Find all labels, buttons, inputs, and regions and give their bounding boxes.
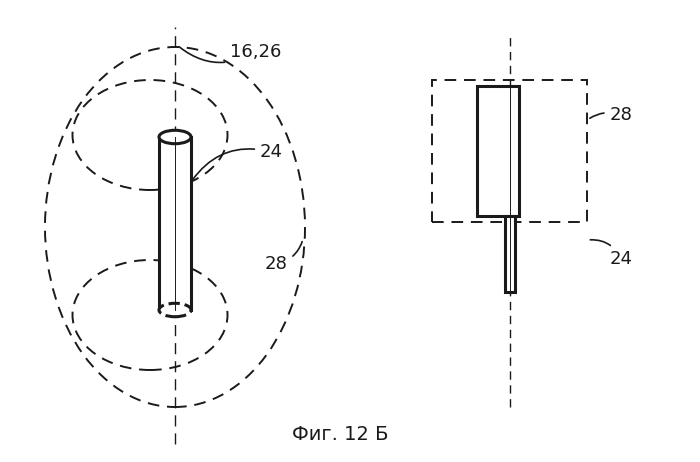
Ellipse shape <box>159 303 191 317</box>
Text: 24: 24 <box>193 143 283 180</box>
Polygon shape <box>477 86 519 216</box>
Text: 28: 28 <box>590 106 632 124</box>
Text: 28: 28 <box>265 242 302 273</box>
Polygon shape <box>159 137 191 310</box>
Ellipse shape <box>159 130 191 144</box>
Polygon shape <box>505 216 515 292</box>
Text: 16,26: 16,26 <box>179 43 281 62</box>
Text: 24: 24 <box>590 240 633 268</box>
Text: Фиг. 12 Б: Фиг. 12 Б <box>292 425 388 444</box>
